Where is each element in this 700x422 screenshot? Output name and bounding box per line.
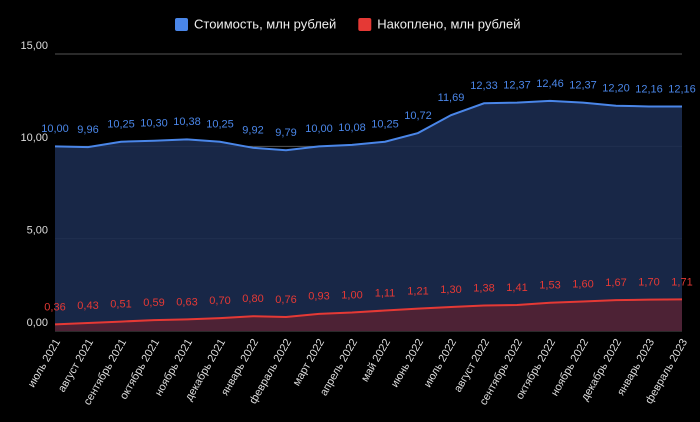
value-label: 0,93 <box>308 291 329 303</box>
x-tick-label: июнь 2022 <box>389 337 426 390</box>
value-label: 12,37 <box>569 79 597 91</box>
y-tick-label: 5,00 <box>27 225 48 237</box>
value-label: 9,96 <box>77 124 98 136</box>
area <box>55 299 682 331</box>
value-label: 12,46 <box>536 78 564 90</box>
legend: Стоимость, млн рублей Накоплено, млн рубл… <box>175 16 520 31</box>
value-label: 12,37 <box>503 79 531 91</box>
y-tick-label: 0,00 <box>27 317 48 329</box>
value-label: 10,25 <box>107 119 135 131</box>
value-label: 12,20 <box>602 83 630 95</box>
value-label: 1,38 <box>473 282 494 294</box>
x-tick-label: июль 2022 <box>422 337 459 390</box>
legend-swatch <box>358 18 372 31</box>
value-label: 1,21 <box>407 286 428 298</box>
value-label: 0,36 <box>44 301 65 313</box>
value-label: 9,92 <box>242 125 263 137</box>
value-label: 10,25 <box>371 119 399 131</box>
legend-label: Накоплено, млн рублей <box>377 16 520 31</box>
x-tick-label: март 2022 <box>291 337 327 388</box>
y-tick-label: 15,00 <box>20 40 48 52</box>
value-label: 9,79 <box>275 127 296 139</box>
legend-swatch <box>175 18 188 31</box>
value-label: 1,60 <box>572 278 593 290</box>
line <box>54 298 683 326</box>
y-tick-label: 10,00 <box>20 132 48 144</box>
value-label: 1,00 <box>341 289 362 301</box>
value-label: 1,71 <box>671 276 692 288</box>
value-label: 12,16 <box>668 83 696 95</box>
value-label: 0,70 <box>209 295 230 307</box>
value-label: 10,00 <box>305 123 333 135</box>
value-label: 1,41 <box>506 282 527 294</box>
value-label: 12,33 <box>470 80 498 92</box>
value-label: 0,76 <box>275 294 296 306</box>
value-label: 0,80 <box>242 293 263 305</box>
value-label: 10,72 <box>404 110 432 122</box>
value-label: 10,30 <box>140 118 168 130</box>
value-label: 10,38 <box>173 116 201 128</box>
value-label: 0,43 <box>77 300 98 312</box>
value-label: 0,51 <box>110 298 131 310</box>
value-label: 11,69 <box>438 92 465 104</box>
value-label: 10,08 <box>338 122 366 134</box>
x-tick-label: май 2022 <box>359 337 393 384</box>
value-label: 1,67 <box>605 277 626 289</box>
area <box>55 100 682 331</box>
value-label: 1,70 <box>638 277 659 289</box>
value-label: 0,59 <box>143 297 164 309</box>
value-label: 1,30 <box>440 284 461 296</box>
line <box>54 99 682 152</box>
legend-label: Стоимость, млн рублей <box>194 16 336 31</box>
value-label: 1,11 <box>375 287 396 299</box>
value-label: 0,63 <box>176 296 197 308</box>
value-label: 1,53 <box>539 280 560 292</box>
x-tick-label: июль 2021 <box>26 337 63 390</box>
value-label: 10,25 <box>206 119 234 131</box>
value-label: 12,16 <box>635 83 663 95</box>
value-label: 10,00 <box>41 123 69 135</box>
